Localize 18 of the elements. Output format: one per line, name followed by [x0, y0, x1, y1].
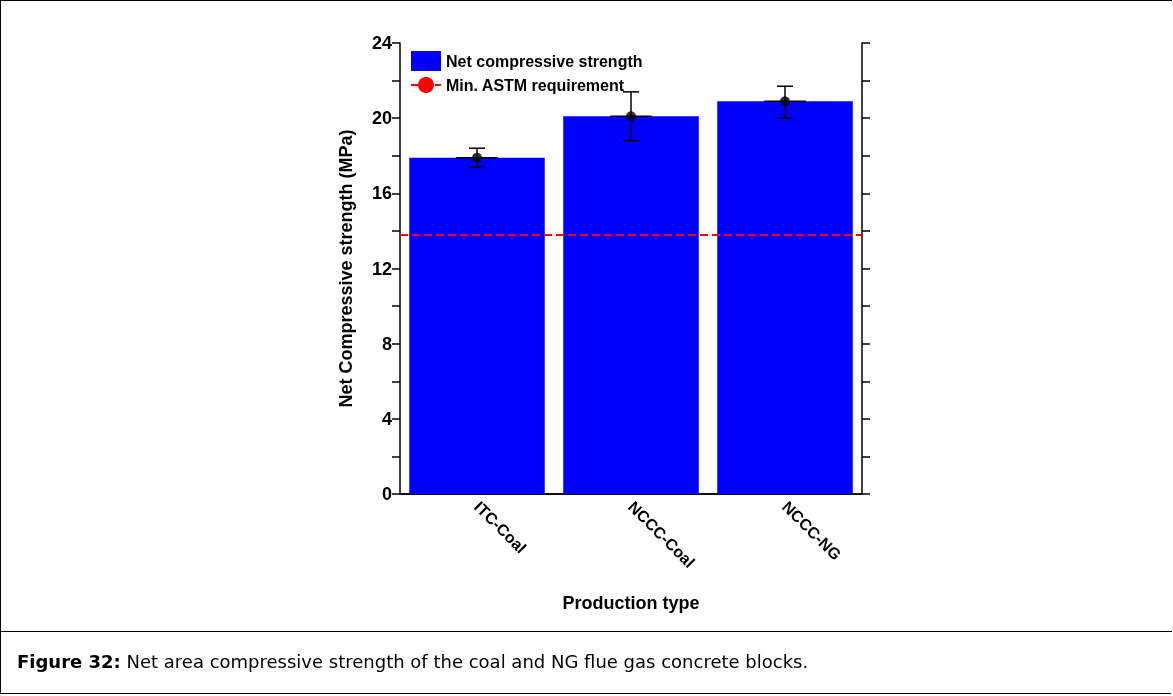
legend-label: Net compressive strength: [446, 52, 643, 70]
point: [626, 111, 636, 122]
bar: [409, 157, 545, 494]
point: [472, 152, 482, 163]
y-tick-label: 24: [371, 33, 392, 53]
legend-label: Min. ASTM requirement: [446, 76, 625, 94]
y-axis-title: Net Compressive strength (MPa): [336, 129, 356, 408]
y-tick-label: 16: [371, 183, 392, 204]
bar: [717, 101, 853, 494]
point: [780, 96, 790, 107]
y-tick-label: 4: [381, 408, 392, 429]
caption: Figure 32: Net area compressive strength of the coal and NG flue gas concrete blocks.: [0, 630, 1171, 694]
y-tick-label: 12: [371, 258, 392, 279]
bar: [563, 116, 699, 494]
y-tick-label: 0: [381, 484, 392, 504]
y-tick-label: 8: [381, 333, 392, 354]
y-tick-label: 20: [371, 108, 392, 129]
x-axis-title: Production type: [562, 593, 700, 613]
